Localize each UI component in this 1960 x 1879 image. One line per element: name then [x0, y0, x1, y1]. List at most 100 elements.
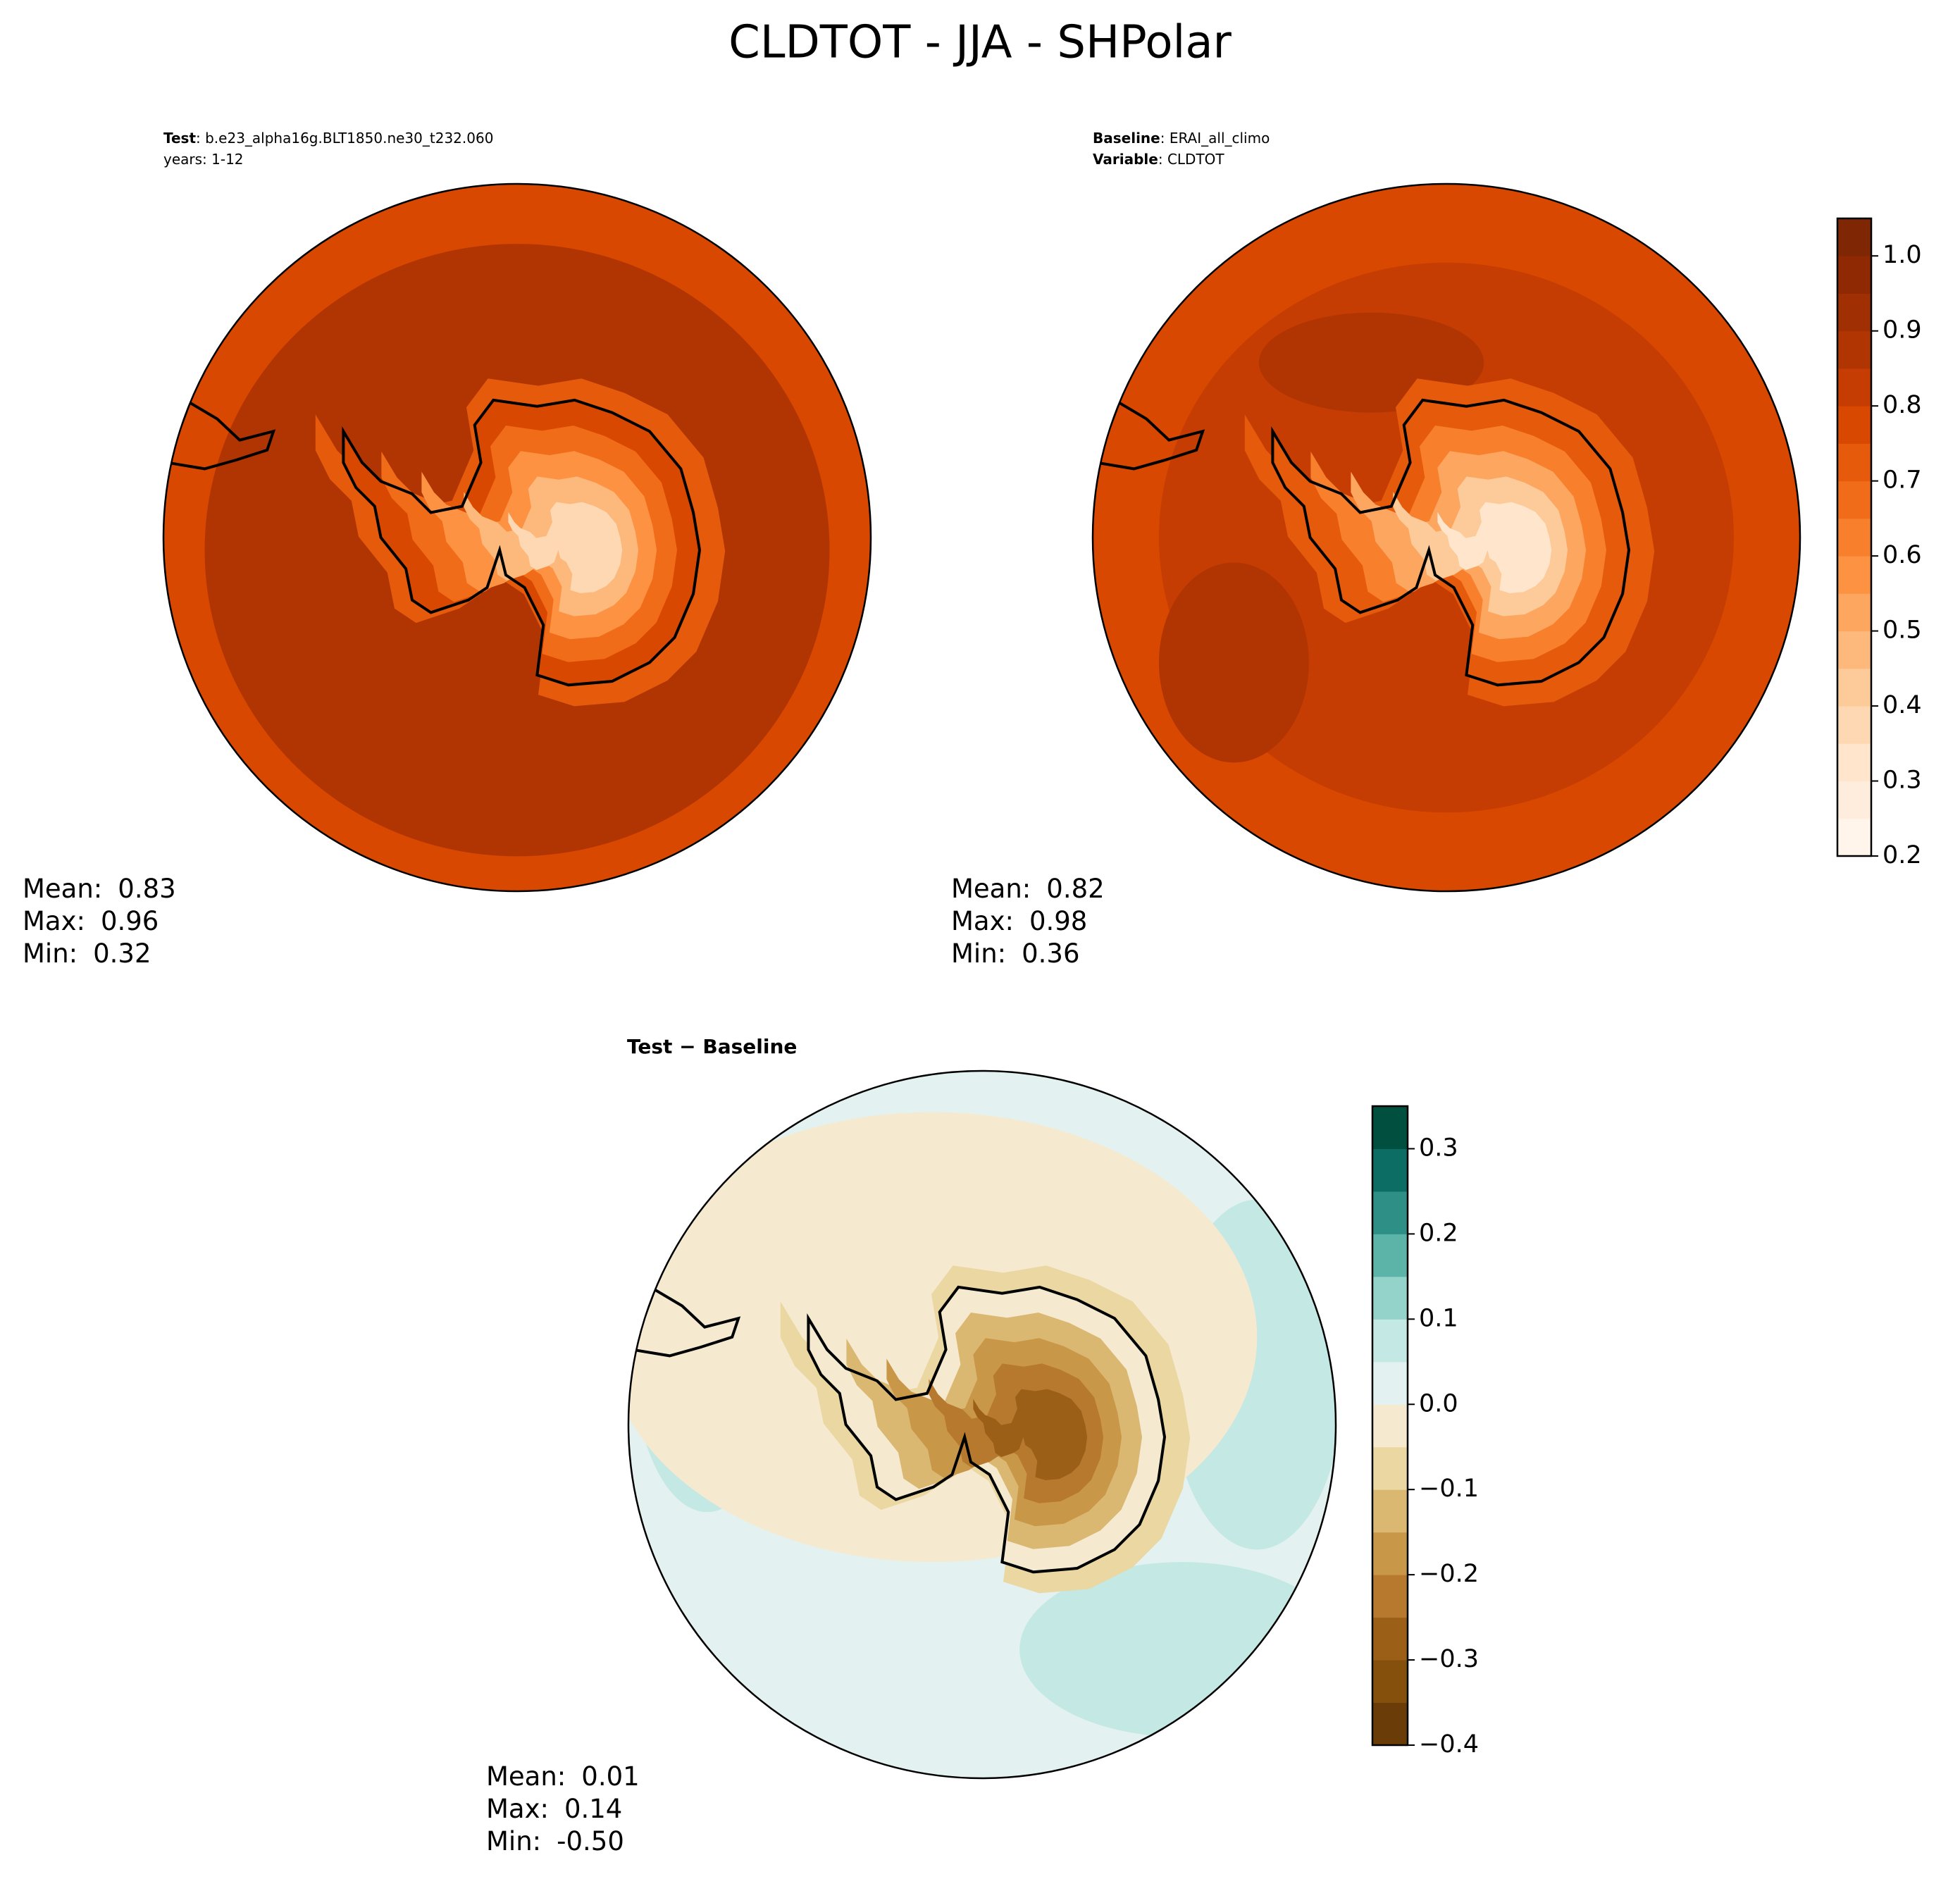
stat: Max: 0.96 — [23, 906, 159, 936]
stat-value: -0.50 — [557, 1826, 624, 1856]
colorbar-band — [1372, 1404, 1408, 1448]
stat-value: 0.36 — [1022, 938, 1079, 969]
map — [1093, 184, 1800, 891]
coastline — [1271, 398, 1631, 687]
contour-region — [1158, 562, 1309, 763]
header-label: Baseline — [1093, 130, 1160, 147]
coastline — [165, 400, 276, 471]
colorbar-band — [1837, 668, 1871, 707]
panel-header: Baseline: ERAI_all_climo — [1093, 130, 1270, 147]
stat: Min: -0.50 — [486, 1826, 624, 1856]
stat-value: 0.98 — [1029, 906, 1087, 936]
colorbar-band — [1372, 1660, 1408, 1704]
colorbar-band — [1837, 406, 1871, 444]
panel-header: Test: b.e23_alpha16g.BLT1850.ne30_t232.0… — [163, 130, 493, 147]
colorbar-band — [1837, 556, 1871, 594]
colorbar-band — [1372, 1702, 1408, 1746]
contour-region — [508, 502, 623, 593]
stat: Min: 0.32 — [23, 938, 151, 969]
colorbar-tick-label: 0.9 — [1883, 316, 1922, 345]
colorbar-band — [1372, 1234, 1408, 1277]
colorbar-tick-label: 1.0 — [1883, 241, 1922, 269]
header-text: : ERAI_all_climo — [1160, 130, 1270, 147]
stat-label: Max: — [486, 1794, 549, 1824]
stat-label: Min: — [486, 1826, 541, 1856]
map-border — [1091, 182, 1801, 893]
colorbar-band — [1837, 480, 1871, 519]
colorbar-tick-label: 0.2 — [1883, 841, 1922, 869]
colorbar-tick-label: 0.2 — [1419, 1219, 1458, 1247]
colorbar-band — [1837, 706, 1871, 744]
colorbar-band — [1372, 1148, 1408, 1192]
colorbar-band — [1837, 218, 1871, 256]
coastline — [630, 1287, 741, 1358]
stat-value: 0.01 — [581, 1761, 639, 1792]
colorbar-band — [1837, 256, 1871, 294]
stat-label: Min: — [951, 938, 1006, 969]
header-text: : CLDTOT — [1158, 151, 1225, 168]
stat: Min: 0.36 — [951, 938, 1080, 969]
stat-label: Min: — [23, 938, 77, 969]
contour-region — [973, 1389, 1088, 1480]
header-label: Test — [163, 130, 196, 147]
colorbar-band — [1837, 330, 1871, 369]
colorbar-band — [1837, 818, 1871, 857]
colorbar-frame — [1836, 217, 1873, 857]
colorbar-tick-label: 0.8 — [1883, 391, 1922, 419]
stat-value: 0.96 — [101, 906, 159, 936]
colorbar-tick-label: −0.3 — [1419, 1645, 1479, 1673]
colorbar-band — [1837, 368, 1871, 407]
colorbar-tick-label: 0.7 — [1883, 466, 1922, 495]
coastline — [807, 1285, 1167, 1574]
map-border — [162, 182, 872, 893]
map — [628, 1071, 1336, 1778]
colorbar-band — [1372, 1532, 1408, 1575]
stat-label: Mean: — [23, 874, 102, 904]
panel-title: Test − Baseline — [627, 1035, 797, 1058]
coastline — [342, 398, 702, 687]
stat: Max: 0.98 — [951, 906, 1087, 936]
map — [163, 184, 871, 891]
map-border — [627, 1069, 1337, 1780]
colorbar-tick-label: 0.1 — [1419, 1304, 1458, 1332]
panel-header: years: 1-12 — [163, 151, 244, 168]
colorbar-band — [1372, 1617, 1408, 1661]
stat-value: 0.32 — [93, 938, 151, 969]
colorbar-tick-label: 0.5 — [1883, 616, 1922, 645]
stat: Mean: 0.82 — [951, 874, 1105, 904]
colorbar-band — [1372, 1191, 1408, 1234]
colorbar-tick-label: 0.4 — [1883, 691, 1922, 719]
colorbar-band — [1372, 1489, 1408, 1533]
colorbar-band — [1372, 1446, 1408, 1490]
header-text: years: 1-12 — [163, 151, 244, 168]
figure-title: CLDTOT - JJA - SHPolar — [728, 17, 1232, 69]
colorbar-tick-label: 0.3 — [1419, 1134, 1458, 1162]
stat-value: 0.14 — [564, 1794, 622, 1824]
colorbar-tick-label: −0.1 — [1419, 1475, 1479, 1503]
header-label: Variable — [1093, 151, 1158, 168]
stat: Max: 0.14 — [486, 1794, 622, 1824]
stat-value: 0.82 — [1046, 874, 1104, 904]
stat-label: Max: — [951, 906, 1014, 936]
stat-label: Mean: — [951, 874, 1031, 904]
stat-value: 0.83 — [118, 874, 175, 904]
colorbar-band — [1837, 781, 1871, 819]
colorbar-tick-label: 0.6 — [1883, 541, 1922, 569]
colorbar-band — [1837, 743, 1871, 782]
contour-region — [1437, 502, 1552, 593]
stat-label: Max: — [23, 906, 85, 936]
colorbar-tick-label: 0.3 — [1883, 767, 1922, 795]
colorbar-tick-label: −0.4 — [1419, 1730, 1479, 1759]
colorbar-band — [1837, 518, 1871, 557]
colorbar-band — [1837, 443, 1871, 482]
panel-header: Variable: CLDTOT — [1093, 151, 1224, 168]
colorbar-band — [1372, 1361, 1408, 1405]
colorbar-band — [1372, 1106, 1408, 1149]
colorbar-tick-label: 0.0 — [1419, 1389, 1458, 1418]
colorbar-band — [1372, 1319, 1408, 1363]
header-text: : b.e23_alpha16g.BLT1850.ne30_t232.060 — [196, 130, 493, 147]
stat-label: Mean: — [486, 1761, 566, 1792]
colorbar-band — [1837, 293, 1871, 332]
